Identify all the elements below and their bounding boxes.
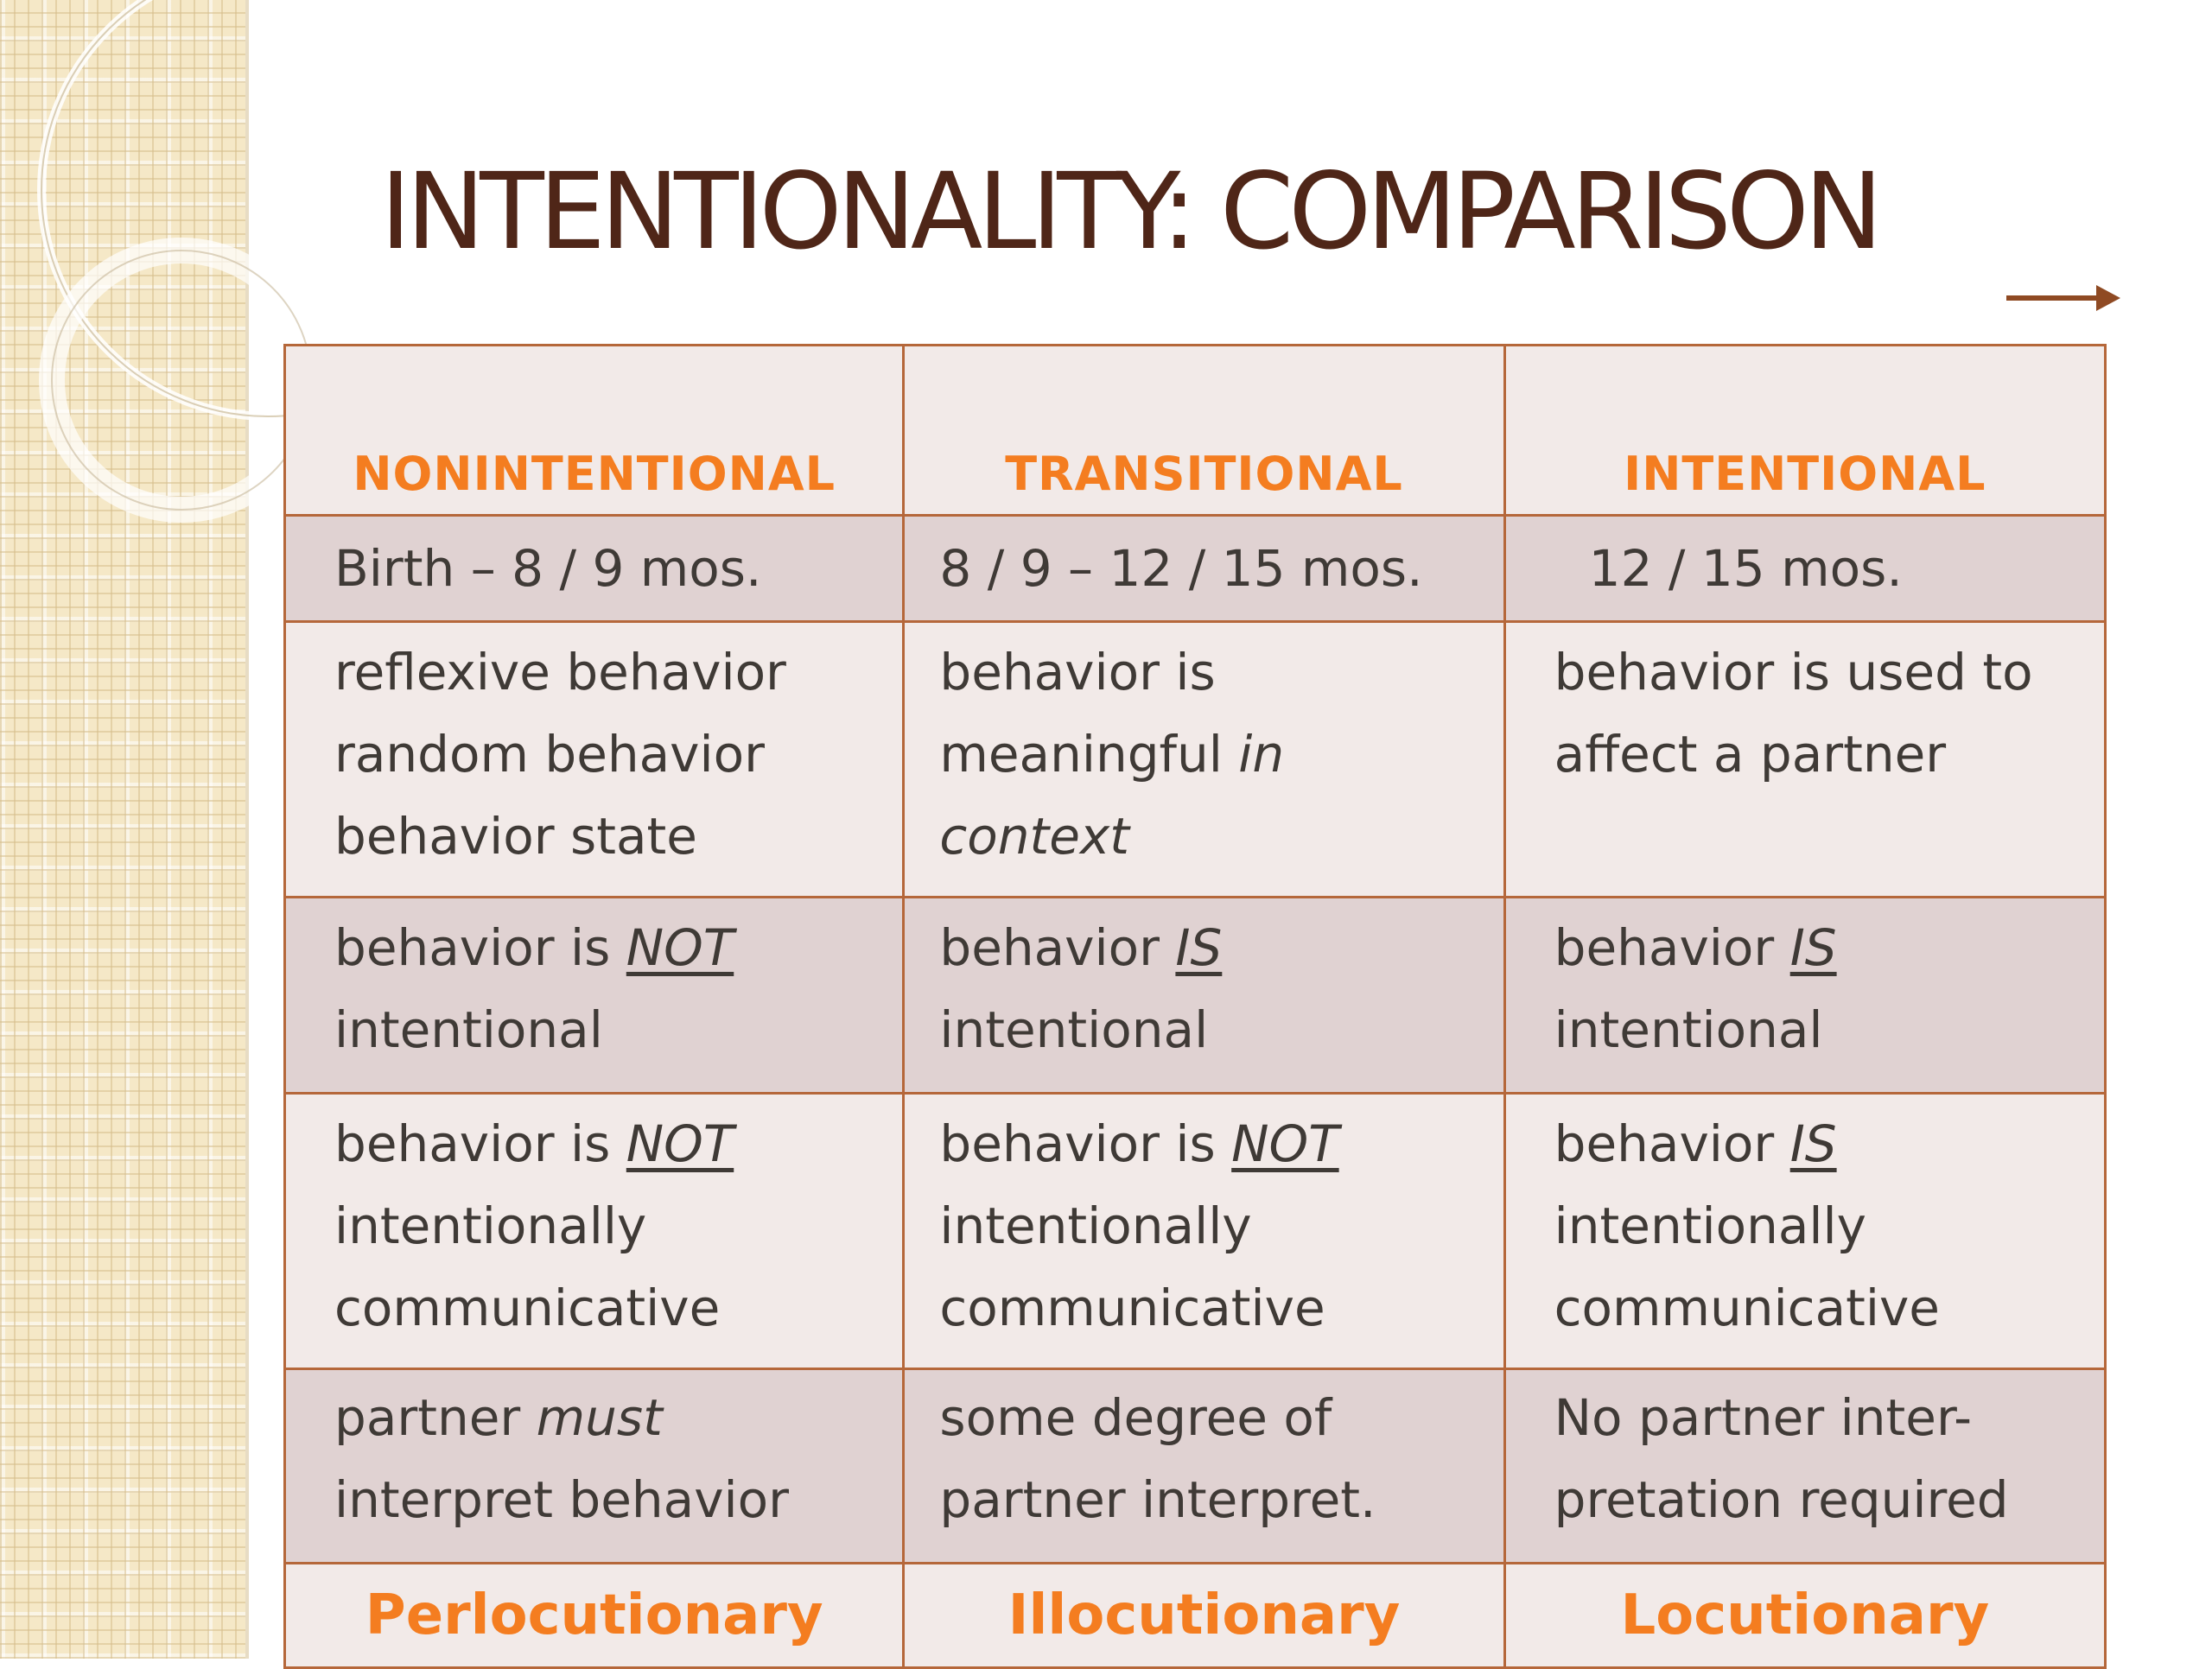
cell-text: partner interpret. <box>939 1470 1376 1529</box>
cell-text: intentional <box>939 1000 1209 1059</box>
intentional-nonintentional-cell: behavior is NOT intentional <box>283 896 906 1095</box>
cell-line: behavior is NOT <box>334 1103 901 1185</box>
emphasis-text: NOT <box>1231 1114 1339 1173</box>
partner-transitional-cell: some degree of partner interpret. <box>902 1368 1506 1564</box>
cell-text: communicative <box>1554 1279 1940 1337</box>
emphasis-text: IS <box>1789 918 1837 977</box>
intentional-row: behavior is NOT intentional behavior IS … <box>283 896 2107 1095</box>
cell-text: pretation required <box>1554 1470 2009 1529</box>
cell-text: behavior is <box>334 1114 626 1173</box>
cell-line: behavior is NOT <box>939 1103 1502 1185</box>
behavior-description-row: reflexive behavior random behavior behav… <box>283 620 2107 898</box>
communicative-intentional-cell: behavior IS intentionally communicative <box>1503 1092 2107 1370</box>
emphasis-text: context <box>939 807 1129 866</box>
emphasis-text: must <box>536 1388 663 1447</box>
comparison-table: NONINTENTIONAL TRANSITIONAL INTENTIONAL … <box>283 344 2107 1669</box>
emphasis-text: IS <box>1175 918 1223 977</box>
cell-text: communicative <box>334 1279 721 1337</box>
behavior-line: random behavior <box>334 725 765 784</box>
behavior-line: affect a partner <box>1554 725 1947 784</box>
age-row: Birth – 8 / 9 mos. 8 / 9 – 12 / 15 mos. … <box>283 514 2107 623</box>
cell-line: behavior is NOT <box>334 907 901 989</box>
cell-line: behavior IS <box>939 907 1502 989</box>
cell-text: behavior is <box>334 918 626 977</box>
header-row: NONINTENTIONAL TRANSITIONAL INTENTIONAL <box>283 344 2107 517</box>
cell-text: No partner inter- <box>1554 1388 1973 1447</box>
cell-line: behavior IS <box>1554 1103 2103 1185</box>
footer-perlocutionary: Perlocutionary <box>283 1562 906 1669</box>
communicative-row: behavior is NOT intentionally communicat… <box>283 1092 2107 1370</box>
communicative-nonintentional-cell: behavior is NOT intentionally communicat… <box>283 1092 906 1370</box>
partner-intentional-cell: No partner inter- pretation required <box>1503 1368 2107 1564</box>
behavior-nonintentional-cell: reflexive behavior random behavior behav… <box>283 620 906 898</box>
behavior-line: behavior state <box>334 807 697 866</box>
cell-text: partner <box>334 1388 537 1447</box>
cell-text: intentionally <box>1554 1196 1866 1255</box>
behavior-line: meaningful in <box>939 714 1502 796</box>
behavior-intentional-cell: behavior is used to affect a partner <box>1503 620 2107 898</box>
age-nonintentional: Birth – 8 / 9 mos. <box>283 514 906 623</box>
cell-text: intentionally <box>939 1196 1252 1255</box>
behavior-text: meaningful <box>939 725 1239 784</box>
intentional-transitional-cell: behavior IS intentional <box>902 896 1506 1095</box>
communicative-transitional-cell: behavior is NOT intentionally communicat… <box>902 1092 1506 1370</box>
cell-line: behavior IS <box>1554 907 2103 989</box>
cell-text: behavior <box>939 918 1176 977</box>
partner-row: partner must interpret behavior some deg… <box>283 1368 2107 1564</box>
intentional-intentional-cell: behavior IS intentional <box>1503 896 2107 1095</box>
footer-illocutionary: Illocutionary <box>902 1562 1506 1669</box>
cell-line: partner must <box>334 1377 901 1459</box>
emphasis-text: NOT <box>626 1114 734 1173</box>
cell-text: intentional <box>334 1000 603 1059</box>
cell-text: communicative <box>939 1279 1325 1337</box>
cell-text: intentional <box>1554 1000 1823 1059</box>
behavior-line: reflexive behavior <box>334 643 786 701</box>
behavior-line: behavior is <box>939 643 1216 701</box>
behavior-line: behavior is used to <box>1554 643 2033 701</box>
header-intentional: INTENTIONAL <box>1503 344 2107 517</box>
emphasis-text: in <box>1238 725 1285 784</box>
age-transitional: 8 / 9 – 12 / 15 mos. <box>902 514 1506 623</box>
behavior-transitional-cell: behavior is meaningful in context <box>902 620 1506 898</box>
age-intentional: 12 / 15 mos. <box>1503 514 2107 623</box>
cell-text: behavior is <box>939 1114 1232 1173</box>
header-nonintentional: NONINTENTIONAL <box>283 344 906 517</box>
partner-nonintentional-cell: partner must interpret behavior <box>283 1368 906 1564</box>
cell-text: intentionally <box>334 1196 647 1255</box>
header-transitional: TRANSITIONAL <box>902 344 1506 517</box>
slide-title: INTENTIONALITY: COMPARISON <box>380 150 1883 273</box>
emphasis-text: IS <box>1789 1114 1837 1173</box>
footer-row: Perlocutionary Illocutionary Locutionary <box>283 1562 2107 1669</box>
emphasis-text: NOT <box>626 918 734 977</box>
right-arrow-icon <box>2006 285 2120 311</box>
cell-text: interpret behavior <box>334 1470 789 1529</box>
cell-text: behavior <box>1554 1114 1790 1173</box>
footer-locutionary: Locutionary <box>1503 1562 2107 1669</box>
cell-text: some degree of <box>939 1388 1332 1447</box>
cell-text: behavior <box>1554 918 1790 977</box>
